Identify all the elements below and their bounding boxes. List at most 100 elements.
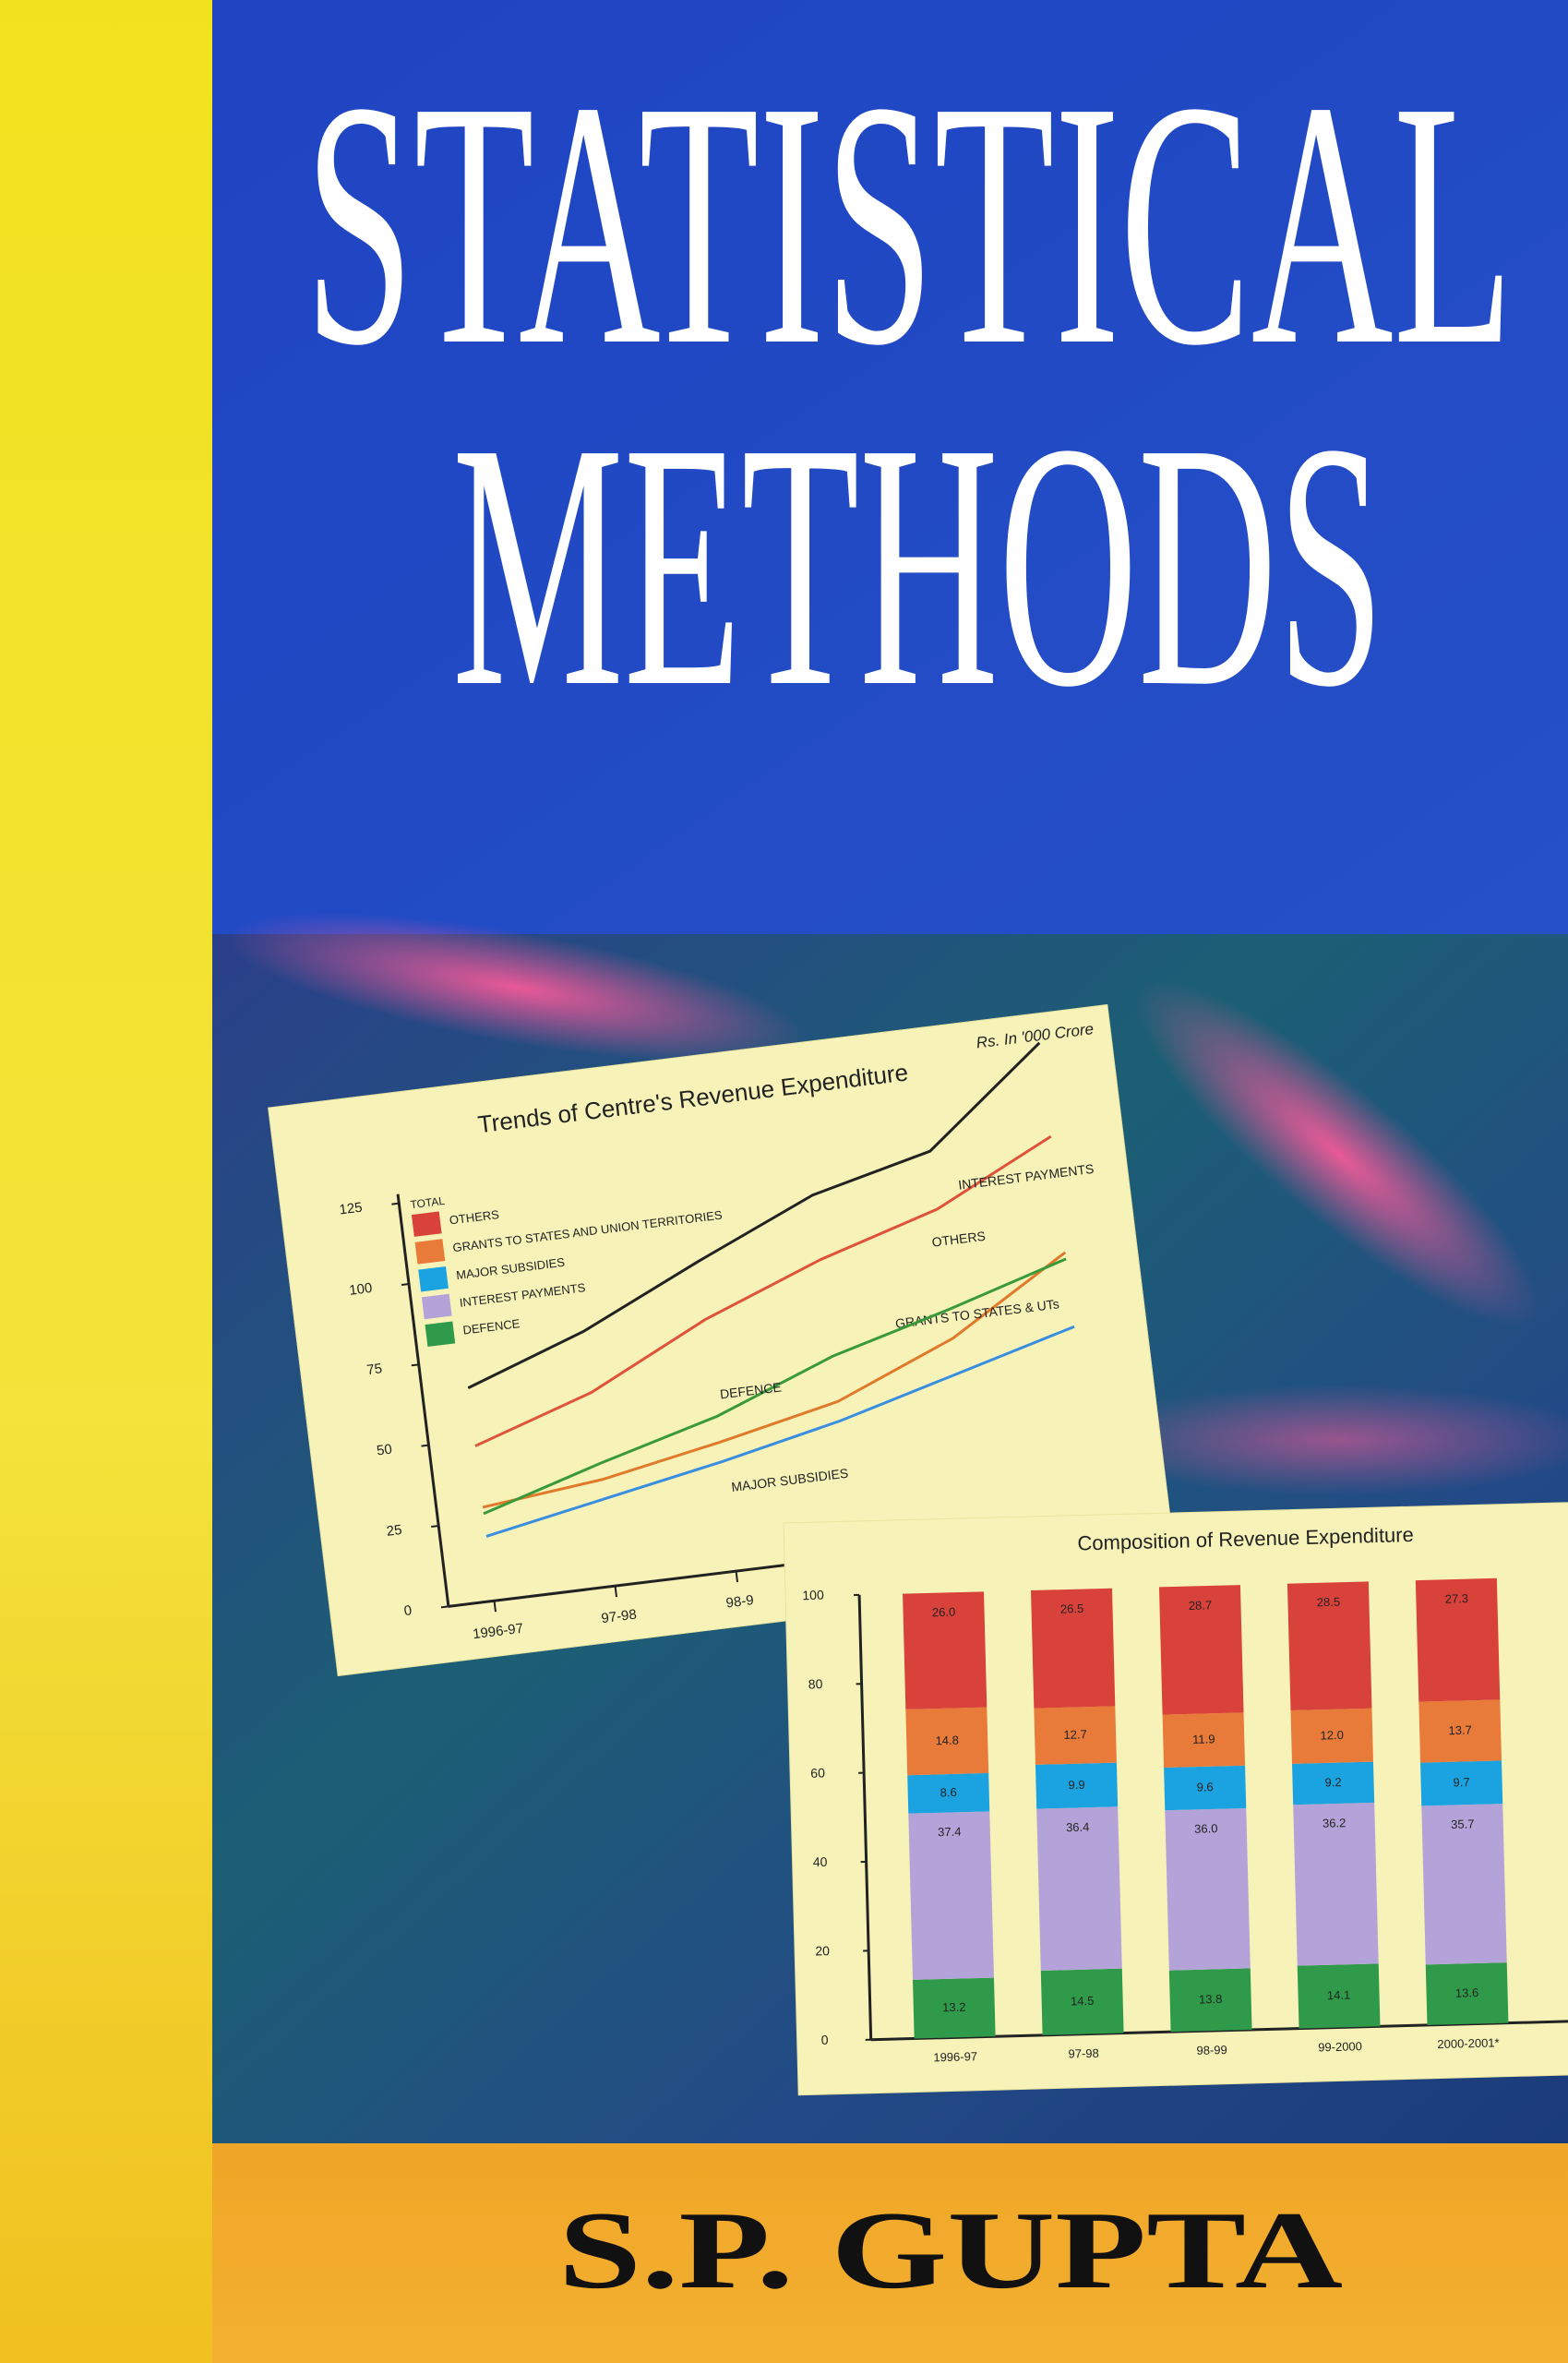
y-tick-label: 50 (376, 1442, 393, 1459)
title: STATISTICAL (305, 30, 1514, 418)
y-tick (411, 1363, 419, 1367)
bar-segment (1164, 1765, 1247, 1811)
x-tick-label: 2000-2001* (1437, 2035, 1500, 2051)
x-tick-label: 1996-97 (933, 2049, 977, 2064)
legend-swatch (411, 1211, 442, 1237)
line (467, 1041, 1041, 1390)
data-label: 12.0 (1320, 1728, 1344, 1743)
data-label: 28.7 (1189, 1598, 1213, 1613)
y-axis (396, 1193, 450, 1607)
bar-segment (1418, 1699, 1502, 1763)
bar-segment (1035, 1762, 1119, 1809)
data-label: 14.8 (935, 1733, 959, 1748)
line (482, 1251, 1067, 1509)
bar-segment (1292, 1761, 1375, 1805)
y-tick-label: 100 (802, 1588, 824, 1603)
bar-segment (1040, 1968, 1124, 2035)
data-label: 26.0 (932, 1605, 956, 1620)
bar-segment (1162, 1712, 1246, 1768)
data-label: 9.7 (1453, 1775, 1469, 1789)
x-tick-label: 1996-97 (472, 1621, 524, 1643)
bar-segment (913, 1977, 996, 2039)
y-tick-label: 75 (365, 1361, 383, 1378)
y-tick-label: 25 (386, 1522, 403, 1540)
legend-swatch (425, 1321, 456, 1347)
data-label: 36.4 (1066, 1820, 1090, 1835)
y-tick (401, 1282, 410, 1286)
legend-label: OTHERS (449, 1207, 500, 1228)
data-label: 27.3 (1445, 1591, 1469, 1606)
data-label: 12.7 (1063, 1727, 1087, 1742)
bar-segment (1158, 1585, 1244, 1715)
y-axis (857, 1594, 873, 2040)
bar-segment (1036, 1806, 1122, 1971)
data-label: 13.8 (1199, 1992, 1223, 2007)
author: S.P. GUPTA (558, 2189, 1343, 2311)
data-label: 9.6 (1196, 1780, 1213, 1793)
legend-swatch (418, 1265, 449, 1292)
line-chart-panel: Trends of Centre's Revenue ExpenditureRs… (268, 1003, 1178, 1677)
line (474, 1134, 1052, 1447)
bar-segment (1420, 1760, 1503, 1806)
data-label: 14.5 (1071, 1994, 1095, 2009)
bar-segment (1415, 1577, 1501, 1702)
data-label: 36.0 (1194, 1821, 1218, 1836)
light-streak (1135, 980, 1541, 1327)
data-label: 37.4 (938, 1825, 962, 1840)
title: METHODS (452, 371, 1384, 760)
x-tick (735, 1570, 739, 1583)
bar-segment (1287, 1581, 1372, 1711)
data-label: 13.2 (942, 2000, 966, 2015)
y-tick (391, 1202, 400, 1205)
data-label: 13.6 (1455, 1985, 1479, 2000)
legend-title: TOTAL (410, 1194, 446, 1212)
x-tick (493, 1601, 497, 1613)
x-tick-label: 97-98 (1068, 2046, 1099, 2061)
y-tick (440, 1605, 449, 1609)
legend-swatch (421, 1293, 452, 1320)
legend-swatch (414, 1239, 446, 1265)
bar-segment (1290, 1708, 1373, 1764)
data-label: 28.5 (1317, 1595, 1341, 1610)
data-label: 35.7 (1451, 1817, 1475, 1831)
line (485, 1325, 1075, 1538)
y-tick-label: 40 (813, 1854, 828, 1869)
bar-segment (1297, 1963, 1381, 2029)
y-tick-label: 100 (348, 1280, 373, 1299)
bar-segment (908, 1811, 994, 1980)
bar-segment (1031, 1588, 1116, 1709)
y-tick-label: 60 (810, 1765, 825, 1780)
bar-segment (905, 1707, 989, 1776)
bar-segment (1425, 1962, 1509, 2025)
x-tick-label: 99-2000 (1318, 2039, 1362, 2054)
bar-segment (903, 1591, 987, 1709)
x-tick-label: 98-99 (1196, 2043, 1227, 2057)
bar-segment (907, 1772, 990, 1814)
data-label: 8.6 (940, 1785, 956, 1799)
title-area (212, 0, 1568, 934)
bar-segment (1034, 1706, 1117, 1765)
data-label: 11.9 (1192, 1732, 1215, 1746)
light-streak (1080, 1385, 1568, 1495)
annotation: OTHERS (931, 1229, 987, 1250)
bar-segment (1293, 1802, 1379, 1966)
y-tick-label: 0 (403, 1602, 413, 1619)
bar-segment (1165, 1807, 1251, 1971)
y-tick-label: 20 (815, 1943, 830, 1958)
y-tick-label: 80 (808, 1676, 823, 1691)
x-tick-label: 97-98 (601, 1607, 638, 1627)
bar-segment (1168, 1968, 1252, 2033)
bar-segment (1421, 1804, 1507, 1965)
bar-chart-panel: Composition of Revenue ExpenditurePer c0… (783, 1500, 1568, 2096)
data-label: 13.7 (1448, 1723, 1472, 1738)
author-band (212, 2143, 1568, 2363)
light-streak (225, 912, 808, 1063)
y-tick-label: 0 (821, 2033, 829, 2047)
data-label: 14.1 (1327, 1988, 1351, 2003)
y-tick (431, 1525, 439, 1528)
data-label: 9.9 (1068, 1778, 1084, 1792)
data-label: 9.2 (1324, 1775, 1341, 1789)
y-tick-label: 125 (339, 1200, 364, 1218)
y-tick (421, 1444, 429, 1447)
